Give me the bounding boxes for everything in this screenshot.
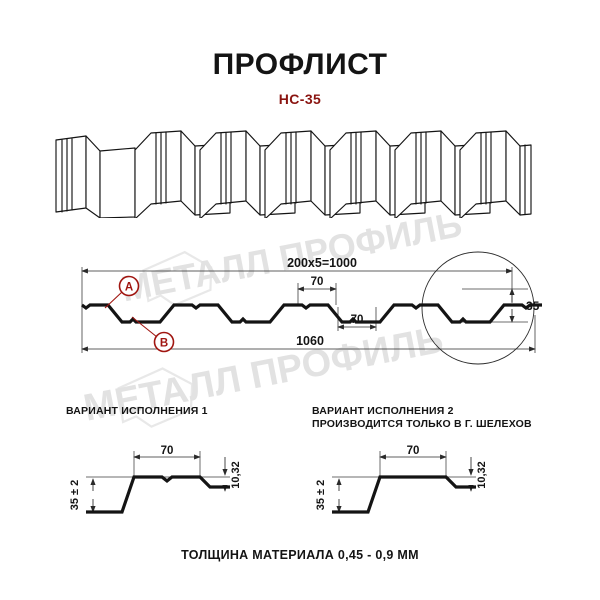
variant-2-caption: ВАРИАНТ ИСПОЛНЕНИЯ 2 ПРОИЗВОДИТСЯ ТОЛЬКО…	[312, 405, 532, 431]
marker-b: B	[131, 316, 175, 353]
marker-a-label: A	[125, 282, 133, 294]
v2-label-height: 35 ± 2	[315, 480, 327, 511]
v2-label-radius: 10,32	[476, 461, 488, 489]
dim-label-pitch: 200x5=1000	[287, 256, 357, 270]
variant-1-caption-line: ВАРИАНТ ИСПОЛНЕНИЯ 1	[66, 405, 208, 417]
variant-2-caption-line: ПРОИЗВОДИТСЯ ТОЛЬКО В Г. ШЕЛЕХОВ	[312, 418, 532, 430]
isometric-profile-view	[55, 130, 532, 218]
v1-label-radius: 10,32	[230, 461, 242, 489]
variant-2-caption-line: ВАРИАНТ ИСПОЛНЕНИЯ 2	[312, 405, 454, 417]
v1-label-flange: 70	[161, 445, 174, 457]
page-title: ПРОФЛИСТ	[212, 48, 388, 81]
title-block: ПРОФЛИСТ НС-35	[0, 48, 600, 107]
material-thickness-note: ТОЛЩИНА МАТЕРИАЛА 0,45 - 0,9 ММ	[181, 548, 419, 562]
dim-label-width: 1060	[296, 334, 324, 348]
page-subtitle: НС-35	[278, 91, 322, 107]
profile-section-path	[81, 303, 542, 324]
marker-a: A	[104, 275, 140, 309]
section-annotations: 200x5=1000 1060 70 70 35 A B	[104, 256, 540, 353]
variant-1-detail: 70 10,32 35 ± 2	[69, 445, 242, 514]
variant-2-profile-path	[332, 475, 476, 514]
variant-1-caption: ВАРИАНТ ИСПОЛНЕНИЯ 1	[66, 405, 208, 418]
dim-label-bottom-flange: 70	[351, 314, 364, 326]
variant-1-profile-path	[86, 475, 230, 514]
v1-label-height: 35 ± 2	[69, 480, 81, 511]
marker-b-label: B	[160, 338, 168, 350]
v2-label-flange: 70	[407, 445, 420, 457]
dim-label-top-flange: 70	[311, 276, 324, 288]
cross-section-view	[81, 251, 542, 365]
watermark-logo-icon	[117, 367, 194, 428]
dim-label-height: 35	[526, 299, 540, 313]
variant-2-detail: 70 10,32 35 ± 2	[315, 445, 488, 514]
detail-circle	[421, 251, 535, 365]
